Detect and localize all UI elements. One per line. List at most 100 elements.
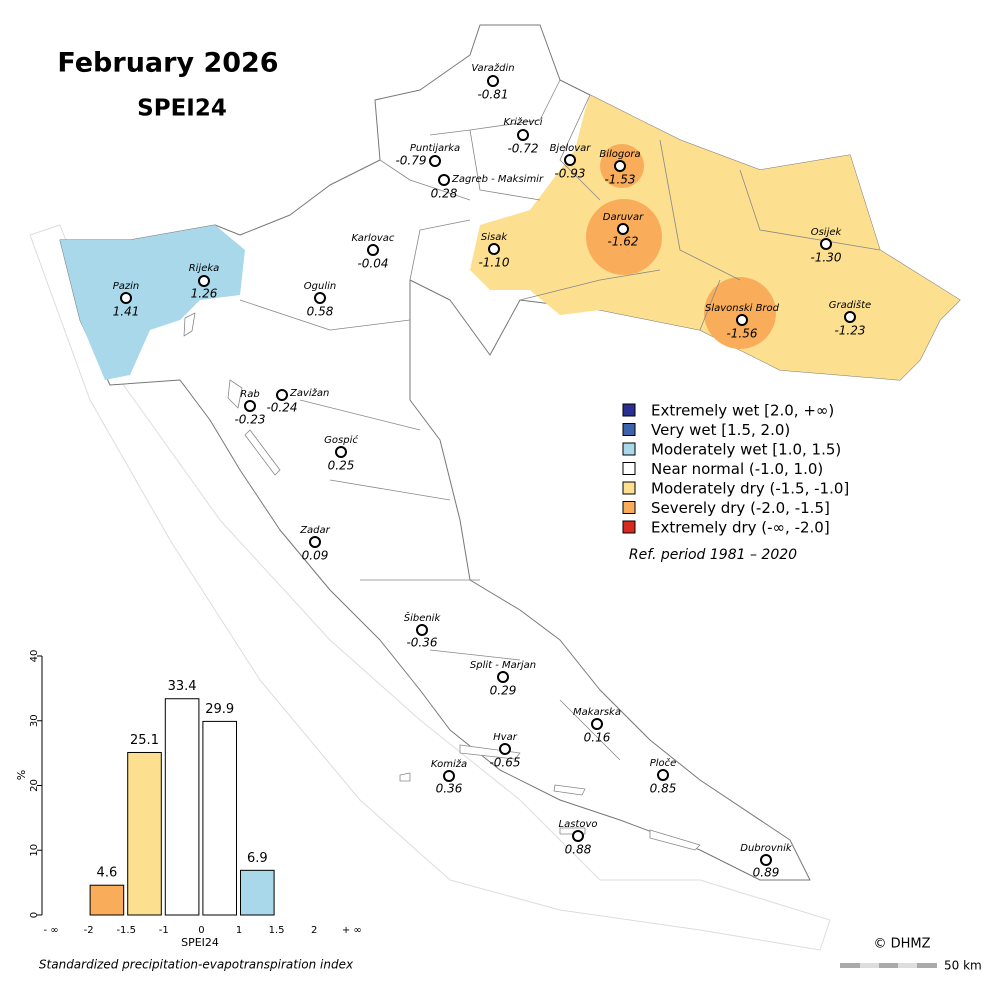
station-name: Dubrovnik xyxy=(740,843,793,854)
station-name: Bjelovar xyxy=(550,143,592,154)
bar xyxy=(89,884,125,916)
station-name: Split - Marjan xyxy=(470,660,536,671)
station-value: 0.58 xyxy=(307,305,334,319)
station-value: -1.53 xyxy=(604,173,635,187)
station-value: -1.30 xyxy=(810,251,841,265)
station-name: Osijek xyxy=(811,227,843,238)
legend-label: Moderately dry (-1.5, -1.0] xyxy=(651,480,849,498)
county-borders xyxy=(239,79,881,761)
station-marker xyxy=(499,743,511,755)
legend-swatch xyxy=(622,501,636,514)
x-tick-label: - ∞ xyxy=(43,925,58,936)
bar-value-label: 33.4 xyxy=(168,679,197,694)
station-value: -0.79 xyxy=(395,154,426,168)
station-value: 0.25 xyxy=(328,459,355,473)
station-marker xyxy=(820,238,832,250)
station-marker xyxy=(657,769,669,781)
station-value: -0.81 xyxy=(477,88,508,102)
station-marker xyxy=(844,311,856,323)
y-axis-label: % xyxy=(15,770,28,780)
map-title: February 2026 xyxy=(57,48,278,79)
legend-label: Very wet [1.5, 2.0) xyxy=(651,421,790,439)
x-tick-label: 1 xyxy=(236,925,242,936)
legend-label: Extremely wet [2.0, +∞) xyxy=(651,402,834,420)
bar xyxy=(240,869,275,916)
station-value: -0.65 xyxy=(489,756,520,770)
stations: Varaždin -0.81 Križevci -0.72 Puntijarka-0.7… xyxy=(113,62,872,880)
station-value: -0.23 xyxy=(234,413,265,427)
station-value: -1.23 xyxy=(834,324,865,338)
station-name: Zadar xyxy=(299,525,330,536)
station-marker xyxy=(438,174,450,186)
station-marker xyxy=(617,223,629,235)
credit: © DHMZ xyxy=(873,937,930,952)
station-name: Ploče xyxy=(650,757,677,769)
station-marker xyxy=(614,160,626,172)
station-name: Karlovac xyxy=(352,233,395,244)
map-subtitle: SPEI24 xyxy=(137,96,227,122)
station-name: Ogulin xyxy=(304,281,336,292)
station-marker xyxy=(497,671,509,683)
scale-segment xyxy=(917,963,937,968)
y-tick-label: 20 xyxy=(29,779,40,792)
station-marker xyxy=(736,314,748,326)
station-value: -0.04 xyxy=(357,257,388,271)
severe-dry-area xyxy=(704,277,776,349)
chart-caption: Standardized precipitation-evapotranspir… xyxy=(39,958,354,972)
station-value: -0.72 xyxy=(507,142,538,156)
station-name: Pazin xyxy=(113,281,140,292)
station-value: -0.93 xyxy=(554,167,585,181)
bar xyxy=(202,720,237,916)
scale-segment xyxy=(860,963,879,968)
station-marker xyxy=(367,244,379,256)
station-marker xyxy=(760,854,772,866)
station-value: 1.41 xyxy=(113,305,140,319)
station-value: 1.26 xyxy=(191,287,218,301)
scale-segment xyxy=(840,963,860,968)
station-marker xyxy=(564,154,576,166)
station-name: Makarska xyxy=(573,707,621,718)
dry-area xyxy=(470,95,960,380)
station-name: Daruvar xyxy=(603,212,644,223)
station-value: -0.24 xyxy=(266,401,297,415)
legend-label: Near normal (-1.0, 1.0) xyxy=(651,460,823,478)
station-name: Rab xyxy=(240,389,259,400)
station-marker xyxy=(335,446,347,458)
legend-label: Severely dry (-2.0, -1.5] xyxy=(651,499,830,517)
islands xyxy=(183,312,701,851)
x-tick-label: 0 xyxy=(198,925,204,936)
x-tick-label: 2 xyxy=(311,925,317,936)
map-shapes xyxy=(29,24,961,951)
sea-outline xyxy=(29,224,831,951)
station-value: 0.28 xyxy=(431,187,458,201)
legend-label: Extremely dry (-∞, -2.0] xyxy=(651,519,830,537)
station-marker xyxy=(120,292,132,304)
station-name: Bilogora xyxy=(599,149,640,160)
station-value: 0.29 xyxy=(490,684,517,698)
scale-segment xyxy=(879,963,898,968)
station-name: Zavižan xyxy=(289,387,329,399)
x-tick-label: -1 xyxy=(159,925,169,936)
severe-dry-area xyxy=(586,199,662,275)
station-marker xyxy=(429,155,441,167)
bar-value-label: 4.6 xyxy=(97,866,118,881)
y-tick-label: 40 xyxy=(29,650,40,663)
reference-note: Ref. period 1981 – 2020 xyxy=(629,547,797,563)
station-name: Sisak xyxy=(481,232,508,243)
station-marker xyxy=(276,389,288,401)
station-name: Rijeka xyxy=(189,263,220,274)
y-tick-label: 0 xyxy=(29,912,40,918)
legend-swatch xyxy=(622,520,636,534)
station-marker xyxy=(198,275,210,287)
station-value: -1.56 xyxy=(726,327,757,341)
station-value: 0.16 xyxy=(584,731,611,745)
station-marker xyxy=(488,243,500,255)
x-axis-label: SPEI24 xyxy=(181,936,219,949)
bar xyxy=(164,698,200,916)
station-value: 0.09 xyxy=(302,549,329,563)
station-marker xyxy=(443,770,455,782)
x-tick-label: -2 xyxy=(84,925,94,936)
wet-area xyxy=(60,225,245,380)
scale-segment xyxy=(898,963,917,968)
station-value: -1.62 xyxy=(607,235,638,249)
